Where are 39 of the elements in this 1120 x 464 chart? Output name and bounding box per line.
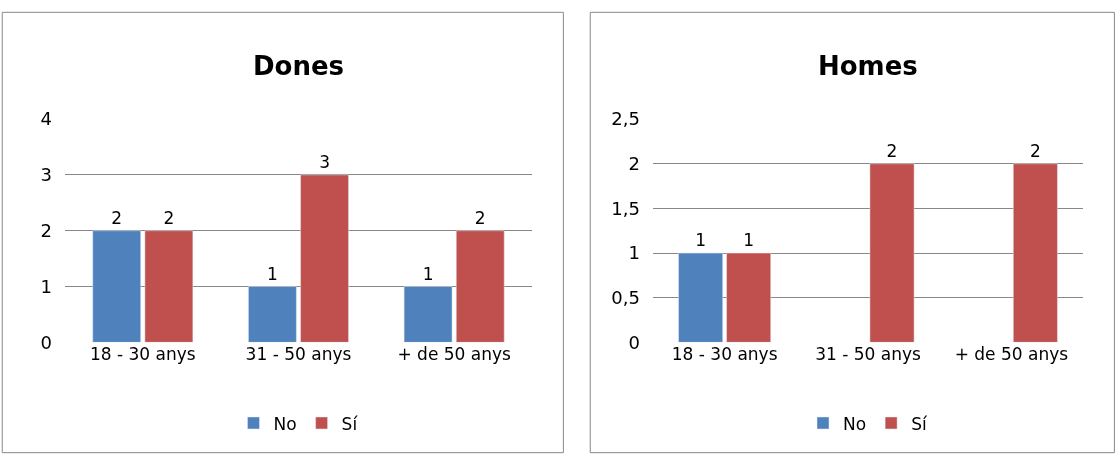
data-label: 3 [319,151,330,172]
x-tick-label: + de 50 anys [954,344,1069,365]
y-tick-label: 0,5 [611,287,640,309]
data-label: 1 [266,263,278,284]
y-tick-label: 1,5 [611,197,640,219]
y-tick-label: 2,5 [611,108,640,130]
y-tick-label: 2 [628,153,640,175]
y-tick-label: 1 [40,275,52,297]
y-tick-label: 3 [40,164,52,186]
bar [403,286,453,343]
legend-label: Sí [911,413,928,434]
x-tick-label: 31 - 50 anys [815,344,921,365]
bar [300,174,349,343]
data-label: 1 [695,230,707,251]
x-tick-label: + de 50 anys [397,344,512,365]
chart-title: Dones [253,51,345,81]
data-label: 2 [1029,140,1041,161]
bar [248,286,297,343]
x-tick-label: 18 - 30 anys [89,344,196,365]
bar [92,230,141,343]
data-label: 2 [163,207,175,228]
y-tick-label: 1 [628,242,640,264]
data-label: 1 [422,263,434,284]
y-tick-label: 0 [628,331,640,353]
chart-title: Homes [818,51,918,81]
legend-label: No [843,413,867,434]
y-tick-label: 4 [40,108,52,130]
data-label: 1 [743,230,755,251]
y-tick-label: 2 [40,220,52,242]
bar [456,230,505,343]
x-tick-label: 31 - 50 anys [245,344,352,365]
data-label: 2 [111,207,123,228]
data-label: 2 [474,207,486,228]
x-tick-label: 18 - 30 anys [671,344,778,365]
y-tick-label: 0 [40,331,52,353]
bar [144,230,194,343]
legend-label: No [273,413,297,434]
data-label: 2 [886,140,898,161]
legend-label: Sí [341,413,359,434]
